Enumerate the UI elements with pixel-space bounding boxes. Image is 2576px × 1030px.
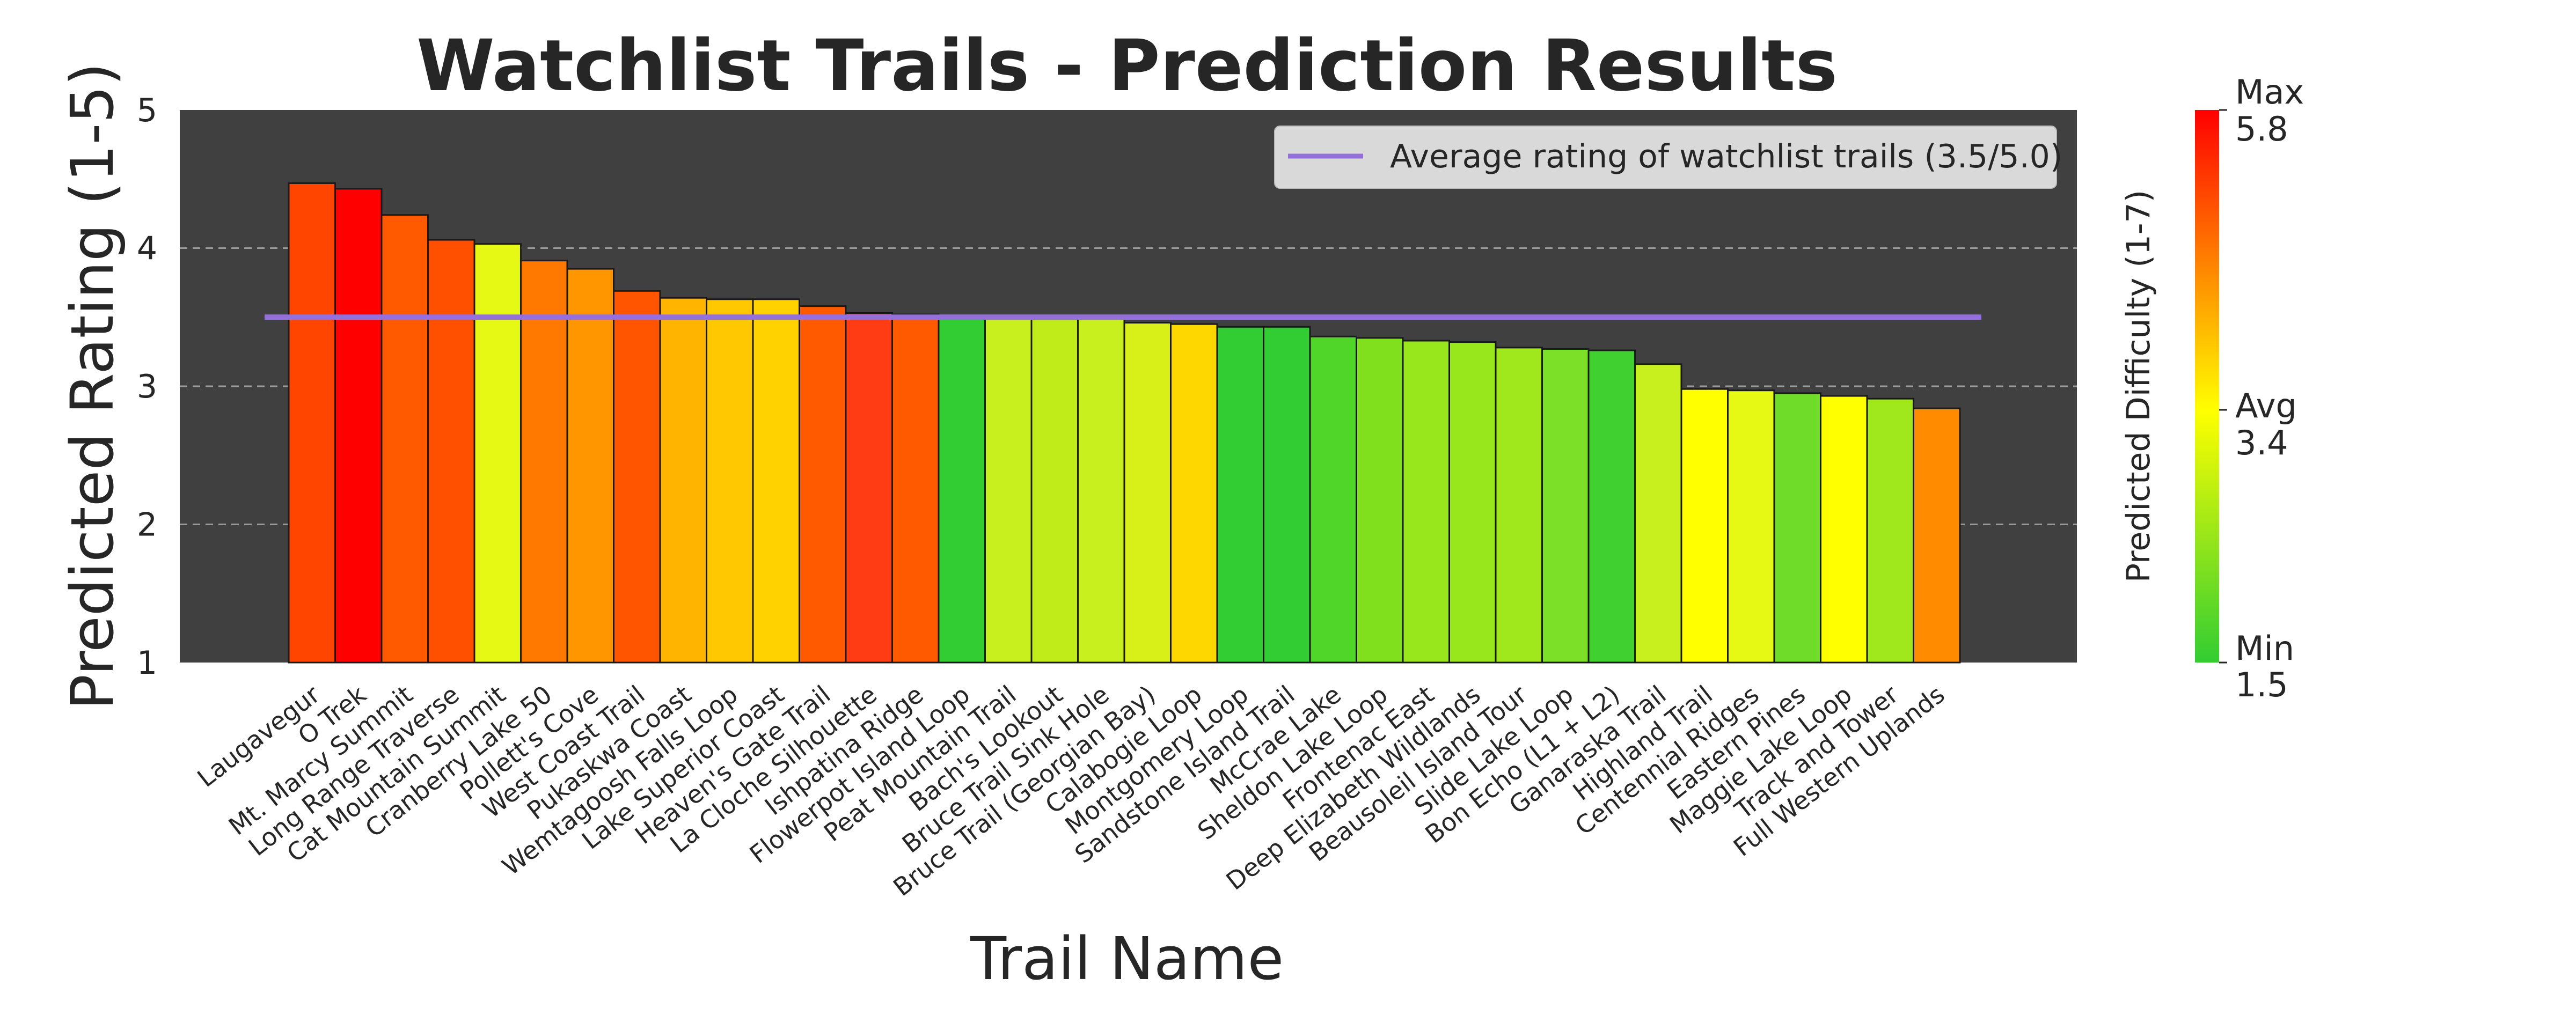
bar — [1077, 318, 1125, 664]
bar — [1680, 388, 1729, 664]
colorbar-gradient — [2195, 110, 2219, 663]
legend-box — [1274, 126, 2057, 189]
bar — [706, 298, 754, 664]
y-tick-label: 4 — [137, 230, 157, 268]
colorbar-max-label: Max — [2235, 72, 2304, 112]
y-tick-label: 2 — [137, 506, 157, 544]
bar — [891, 313, 940, 664]
bar — [380, 214, 429, 664]
y-tick-label: 1 — [137, 644, 157, 682]
bar — [1263, 326, 1311, 664]
bar — [938, 316, 986, 664]
colorbar-label: Predicted Difficulty (1-7) — [2120, 190, 2157, 583]
bar — [613, 290, 661, 664]
bar — [1216, 326, 1264, 664]
bar — [1356, 337, 1404, 664]
chart-title: Watchlist Trails - Prediction Results — [416, 25, 1838, 107]
bar — [1170, 323, 1218, 664]
y-axis-label: Predicted Rating (1-5) — [58, 63, 127, 710]
bar — [1913, 407, 1961, 664]
bar — [566, 268, 614, 664]
y-ticks: 1 2 3 4 5 — [137, 92, 157, 682]
x-axis-label: Trail Name — [970, 924, 1284, 993]
bar — [1030, 318, 1079, 664]
y-tick-label: 5 — [137, 92, 157, 129]
bar — [1634, 363, 1682, 664]
bar — [1495, 347, 1543, 664]
bars — [288, 182, 1961, 664]
colorbar: Predicted Difficulty (1-7) Max 5.8 Avg 3… — [2120, 72, 2304, 704]
bar — [752, 298, 800, 664]
bar — [473, 243, 522, 664]
bar — [288, 182, 336, 664]
bar — [427, 239, 475, 664]
bar — [799, 305, 847, 664]
bar — [1541, 348, 1590, 664]
legend-label: Average rating of watchlist trails (3.5/… — [1390, 138, 2062, 175]
bar — [1727, 389, 1775, 664]
bar — [845, 312, 893, 664]
colorbar-min-label: Min — [2235, 629, 2294, 668]
bar — [520, 260, 568, 664]
bar — [1448, 341, 1497, 664]
colorbar-min-value: 1.5 — [2235, 665, 2288, 704]
colorbar-max-value: 5.8 — [2235, 109, 2288, 149]
legend: Average rating of watchlist trails (3.5/… — [1274, 126, 2062, 189]
bar — [1123, 322, 1172, 664]
bar — [984, 316, 1033, 664]
bar — [1866, 398, 1914, 664]
bar — [1587, 349, 1636, 664]
bar — [1309, 335, 1357, 664]
colorbar-avg-label: Avg — [2235, 386, 2297, 425]
bar — [1820, 395, 1868, 664]
bar — [334, 188, 383, 664]
colorbar-avg-value: 3.4 — [2235, 423, 2288, 462]
y-tick-label: 3 — [137, 368, 157, 406]
bar — [1402, 340, 1450, 664]
bar — [659, 297, 707, 664]
bar — [1773, 392, 1821, 664]
